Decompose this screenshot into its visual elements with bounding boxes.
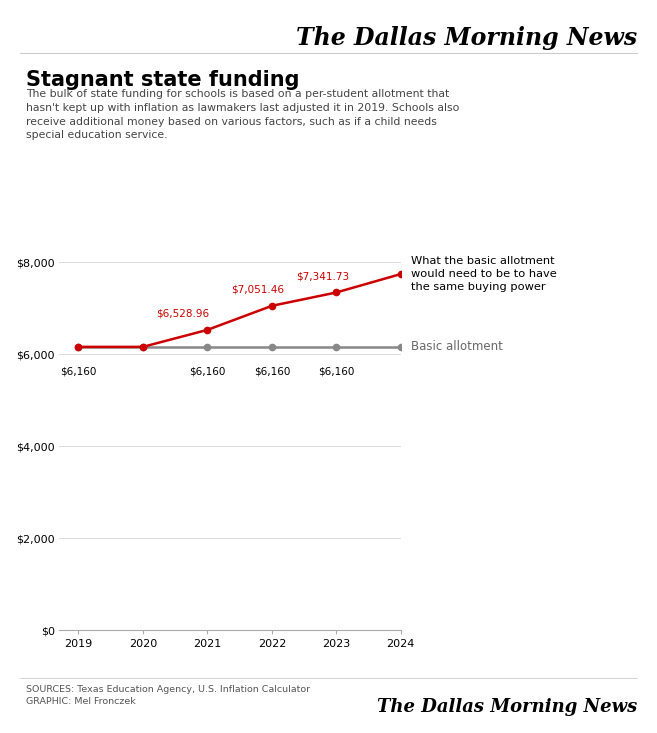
Text: What the basic allotment
would need to be to have
the same buying power: What the basic allotment would need to b… xyxy=(411,256,556,292)
Text: SOURCES: Texas Education Agency, U.S. Inflation Calculator
GRAPHIC: Mel Fronczek: SOURCES: Texas Education Agency, U.S. In… xyxy=(26,685,310,706)
Text: The Dallas Morning News: The Dallas Morning News xyxy=(296,26,637,50)
Text: $6,528.96: $6,528.96 xyxy=(156,309,209,319)
Text: Basic allotment: Basic allotment xyxy=(411,340,503,353)
Text: $6,160: $6,160 xyxy=(60,366,97,376)
Text: $6,160: $6,160 xyxy=(189,366,225,376)
Text: $6,160: $6,160 xyxy=(254,366,290,376)
Text: $7,051.46: $7,051.46 xyxy=(231,284,284,295)
Text: The Dallas Morning News: The Dallas Morning News xyxy=(377,699,637,716)
Text: $6,160: $6,160 xyxy=(318,366,355,376)
Text: The bulk of state funding for schools is based on a per-student allotment that
h: The bulk of state funding for schools is… xyxy=(26,89,460,140)
Text: $7,341.73: $7,341.73 xyxy=(296,271,349,281)
Text: Stagnant state funding: Stagnant state funding xyxy=(26,70,300,89)
